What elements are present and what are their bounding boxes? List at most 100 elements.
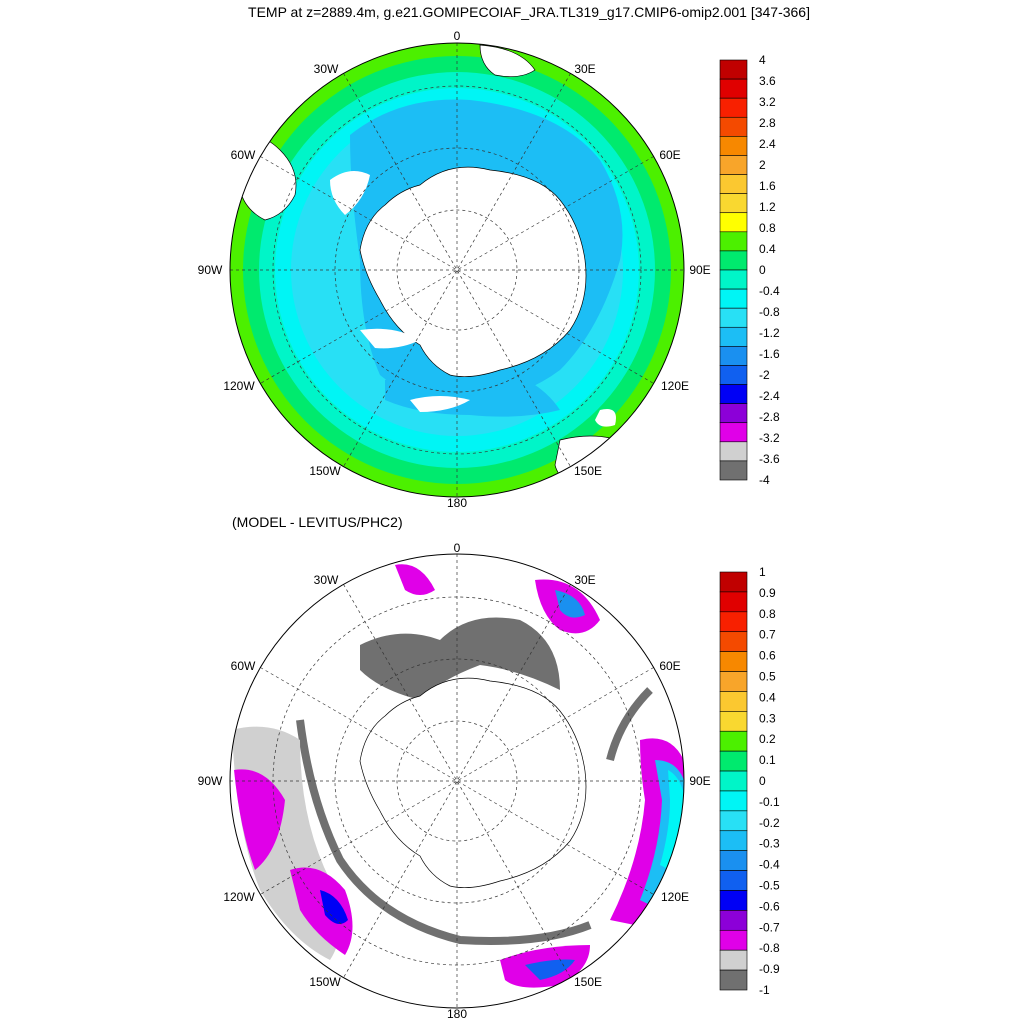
colorbar-swatch [719, 730, 748, 752]
bottom-anomaly-30w [395, 564, 435, 595]
colorbar-tick-label: 1.6 [759, 179, 776, 193]
colorbar-swatch [719, 631, 748, 652]
top-map-border [229, 42, 685, 498]
colorbar-swatch [719, 830, 748, 851]
colorbar-swatch [719, 155, 748, 175]
colorbar-swatch [719, 269, 748, 290]
colorbar-swatch [719, 78, 748, 99]
colorbar-tick-label: -0.9 [759, 962, 780, 976]
bottom-anomaly-30e-blue [555, 590, 585, 618]
top-lon-label: 60E [659, 148, 680, 162]
colorbar-swatch [719, 250, 748, 271]
colorbar-swatch [719, 969, 748, 991]
top-antarctica [359, 166, 587, 377]
top-lon-label: 180 [447, 496, 467, 510]
colorbar-swatch [719, 116, 748, 137]
bottom-lon-label: 150E [574, 975, 602, 989]
colorbar-tick-label: 4 [759, 53, 766, 67]
colorbar-tick-label: -0.7 [759, 920, 780, 934]
top-lon-labels: 0 30E 60E 90E 120E 150E 180 150W 120W 90… [198, 29, 711, 510]
colorbar-tick-label: -0.6 [759, 899, 780, 913]
colorbar-swatch [719, 174, 748, 194]
colorbar-swatch [719, 365, 748, 385]
bottom-colorbar: 1 0.9 0.8 0.7 0.6 0.5 0.4 0.3 0.2 0.1 0 -0.1 -0.2 -0.… [719, 565, 780, 997]
colorbar-swatch [719, 59, 748, 80]
colorbar-swatch [719, 870, 748, 891]
colorbar-tick-label: 0.8 [759, 221, 776, 235]
colorbar-swatch [719, 326, 748, 347]
colorbar-tick-label: -0.8 [759, 305, 780, 319]
top-land-australia [554, 435, 631, 491]
bottom-lon-label: 120E [661, 890, 689, 904]
colorbar-swatch [719, 97, 748, 118]
bottom-lon-label: 60E [659, 659, 680, 673]
colorbar-tick-label: 0.7 [759, 628, 776, 642]
colorbar-tick-label: 0.1 [759, 753, 776, 767]
colorbar-swatch [719, 441, 748, 462]
colorbar-swatch [719, 591, 748, 613]
bottom-lon-label: 150W [309, 975, 341, 989]
colorbar-tick-label: -0.8 [759, 941, 780, 955]
colorbar-swatch [719, 307, 748, 328]
colorbar-swatch [719, 750, 748, 772]
colorbar-tick-label: 0 [759, 774, 766, 788]
top-lon-label: 90W [198, 263, 223, 277]
top-map [229, 42, 685, 498]
bottom-lon-label: 90E [689, 774, 710, 788]
bottom-panel-title: (MODEL - LEVITUS/PHC2) [232, 514, 403, 530]
colorbar-tick-label: 1 [759, 565, 766, 579]
colorbar-tick-label: -2 [759, 368, 770, 382]
colorbar-tick-label: -0.5 [759, 879, 780, 893]
colorbar-swatch [719, 949, 748, 971]
bottom-lon-label: 120W [223, 890, 255, 904]
colorbar-swatch [719, 384, 748, 404]
bottom-anomaly-150e-blue [525, 959, 575, 980]
colorbar-tick-label: 0.5 [759, 670, 776, 684]
colorbar-tick-label: 0 [759, 263, 766, 277]
bottom-panel: (MODEL - LEVITUS/PHC2) [198, 514, 780, 1021]
colorbar-tick-label: 0.9 [759, 586, 776, 600]
colorbar-tick-label: -0.1 [759, 795, 780, 809]
colorbar-tick-label: 0.3 [759, 711, 776, 725]
top-graticule [230, 43, 684, 497]
colorbar-tick-label: -4 [759, 473, 770, 487]
bottom-lon-label: 60W [231, 659, 256, 673]
colorbar-swatch [719, 671, 748, 692]
colorbar-swatch [719, 136, 748, 156]
colorbar-swatch [719, 790, 748, 812]
colorbar-tick-label: -3.2 [759, 431, 780, 445]
bottom-lon-label: 180 [447, 1007, 467, 1021]
colorbar-tick-label: -0.2 [759, 816, 780, 830]
colorbar-swatch [719, 422, 748, 443]
bottom-map-border [229, 553, 685, 1009]
colorbar-tick-label: 0.6 [759, 649, 776, 663]
colorbar-swatch [719, 193, 748, 214]
colorbar-tick-label: -1.2 [759, 326, 780, 340]
colorbar-tick-label: -0.4 [759, 858, 780, 872]
bottom-anomaly-east-cyan [660, 770, 684, 870]
colorbar-swatch [719, 929, 748, 951]
colorbar-swatch [719, 231, 748, 252]
colorbar-tick-label: -3.6 [759, 452, 780, 466]
colorbar-tick-label: 3.6 [759, 74, 776, 88]
top-panel-title: TEMP at z=2889.4m, g.e21.GOMIPECOIAF_JRA… [248, 4, 810, 20]
colorbar-tick-label: 0.4 [759, 690, 776, 704]
colorbar-tick-label: 3.2 [759, 95, 776, 109]
bottom-lon-label: 30W [314, 573, 339, 587]
colorbar-swatch [719, 770, 748, 792]
colorbar-swatch [719, 910, 748, 931]
top-land-africa [479, 44, 536, 77]
colorbar-swatch [719, 346, 748, 366]
bottom-antarctica [359, 677, 587, 888]
colorbar-tick-label: -2.4 [759, 389, 780, 403]
bottom-anomaly-grey-ring [296, 719, 592, 945]
colorbar-tick-label: 2.4 [759, 137, 776, 151]
colorbar-tick-label: -0.3 [759, 837, 780, 851]
colorbar-tick-label: 1.2 [759, 200, 776, 214]
colorbar-tick-label: 0.2 [759, 732, 776, 746]
colorbar-tick-label: -0.4 [759, 284, 780, 298]
top-lon-label: 30E [574, 62, 595, 76]
top-lon-label: 30W [314, 62, 339, 76]
colorbar-swatch [719, 611, 748, 633]
